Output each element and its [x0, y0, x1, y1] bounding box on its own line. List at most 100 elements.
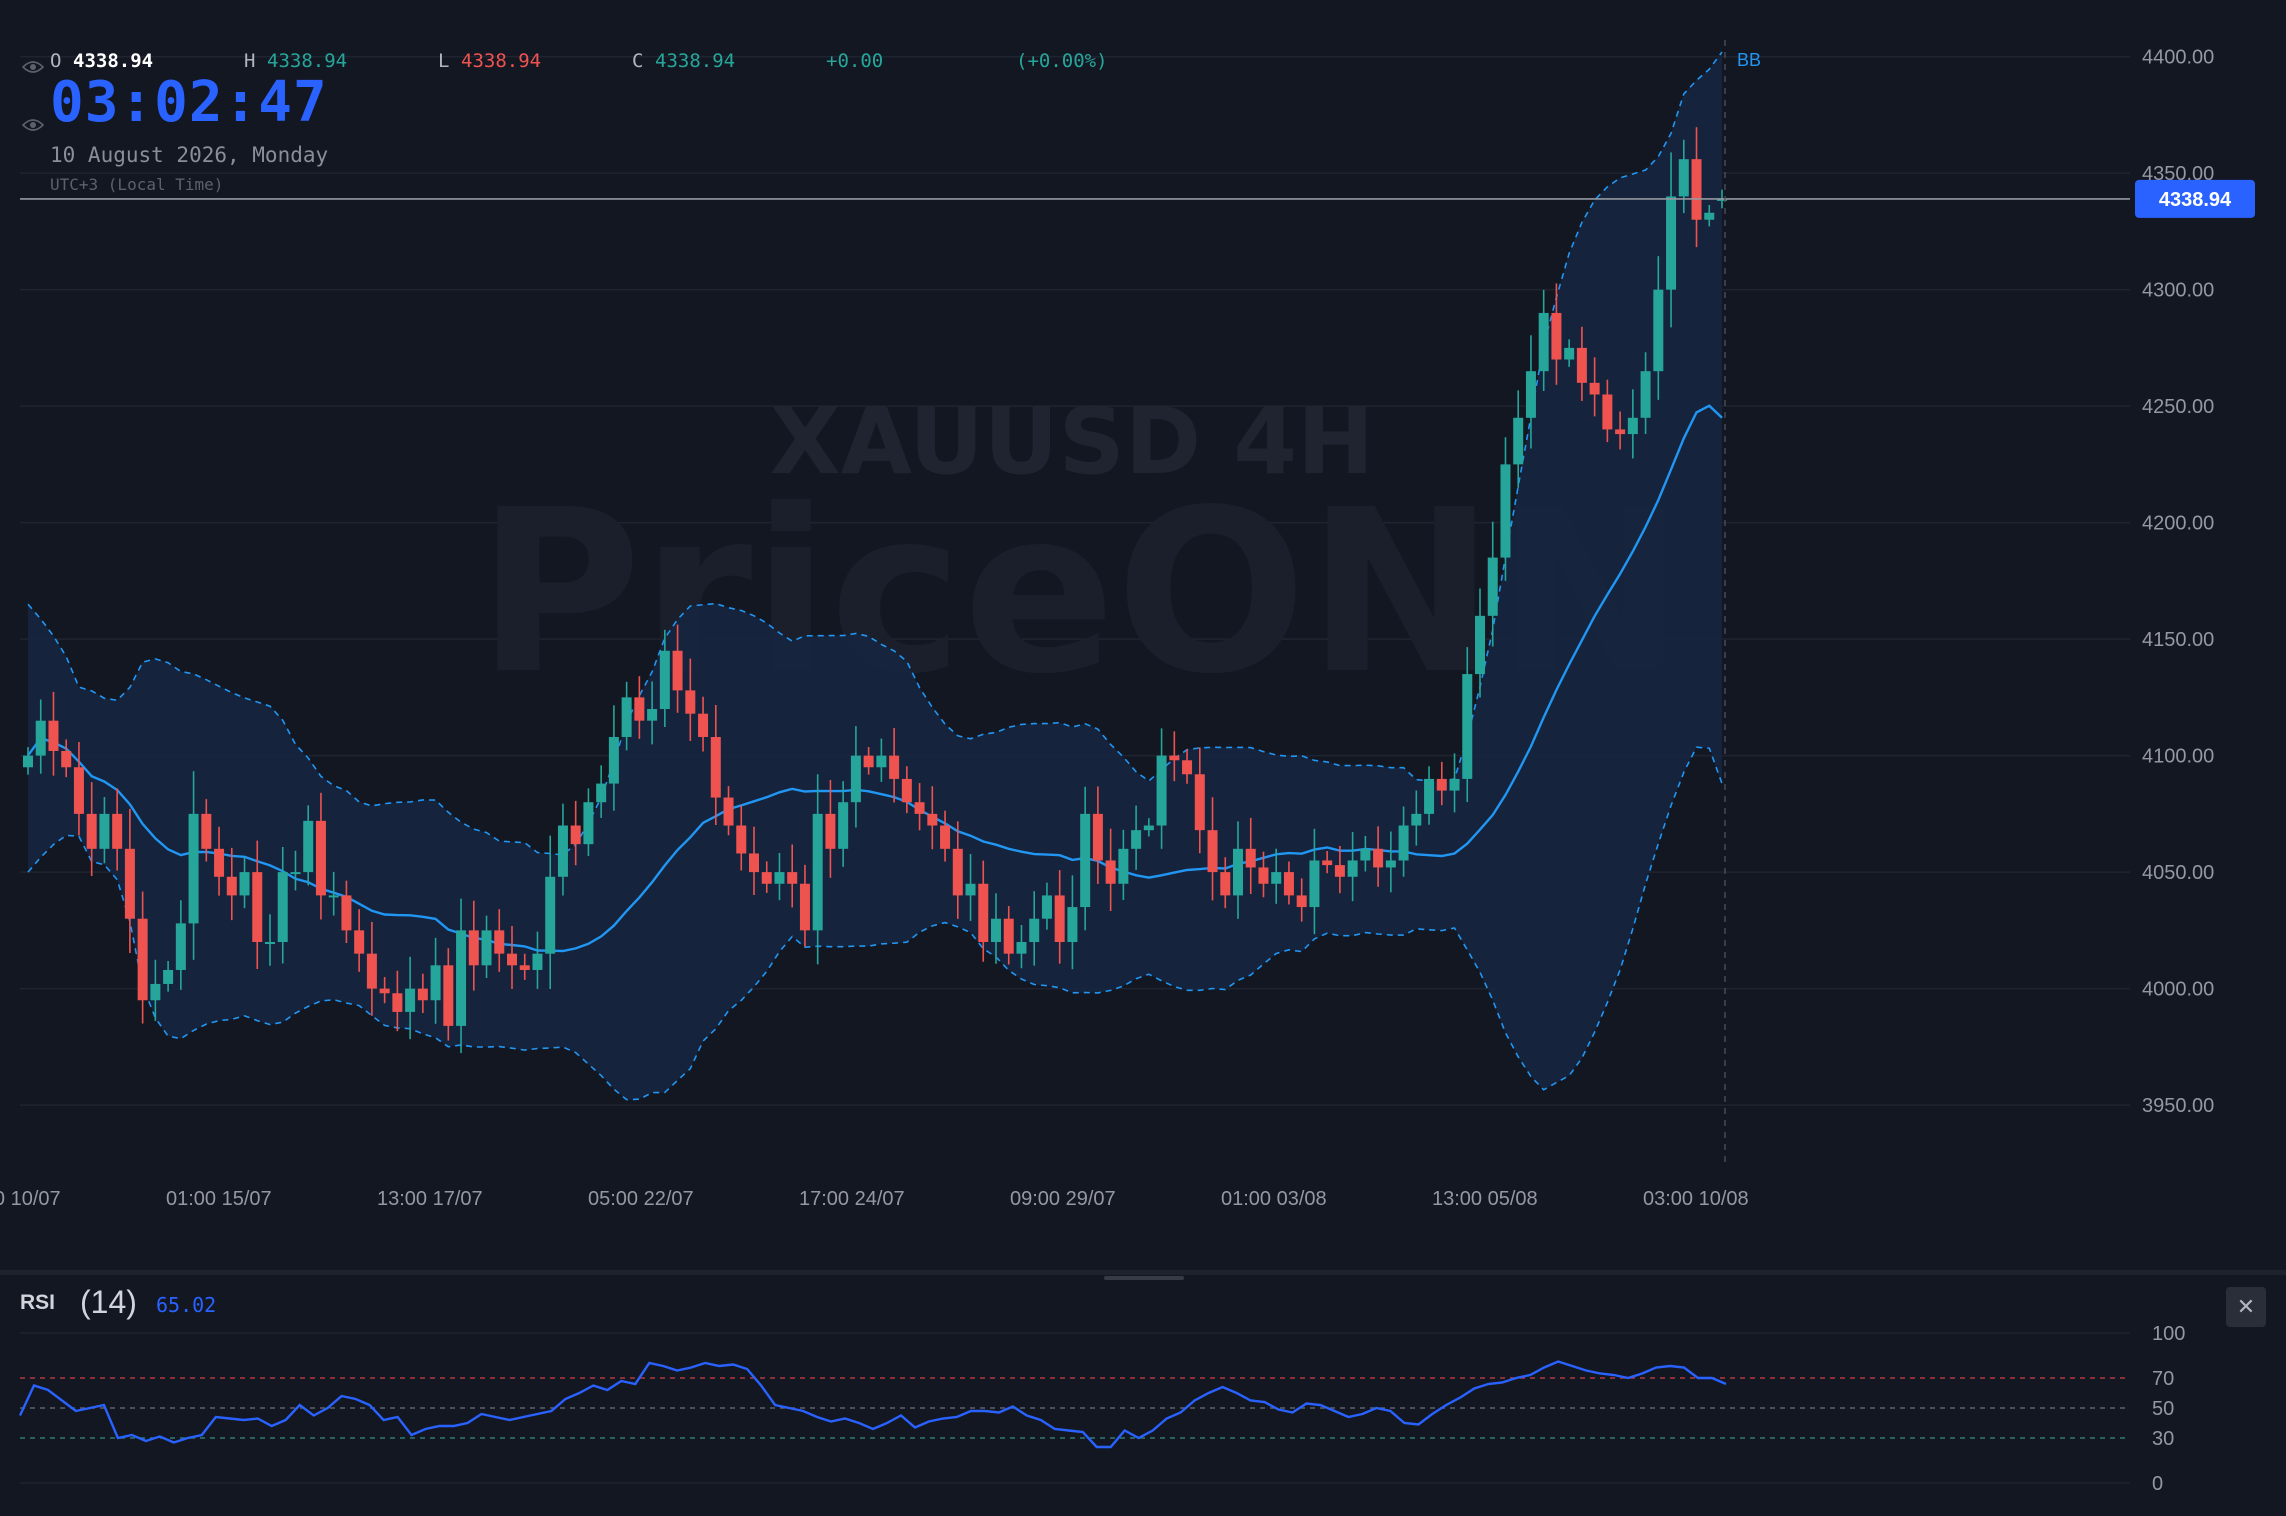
candle-body [290, 872, 301, 875]
eye-icon[interactable] [22, 118, 44, 132]
candle-body [443, 965, 454, 1026]
candle-body [1271, 872, 1282, 884]
candle-body [1309, 860, 1320, 908]
candle-body [430, 965, 441, 1001]
candle-body [1360, 848, 1371, 861]
candle-body [1717, 198, 1727, 201]
candle-body [812, 813, 823, 931]
rsi-scale-label: 30 [2152, 1428, 2174, 1450]
rsi-scale-label: 0 [2152, 1473, 2163, 1495]
candle-body [659, 650, 670, 710]
candle-body [1525, 371, 1536, 418]
candle-body [1691, 159, 1702, 220]
candle-body [1156, 755, 1167, 826]
clock-timezone: UTC+3 (Local Time) [50, 175, 224, 194]
candle-body [557, 825, 568, 877]
rsi-scale-label: 70 [2152, 1368, 2174, 1390]
candle-body [799, 883, 810, 931]
candle-body [723, 797, 734, 826]
candle-body [545, 876, 556, 954]
candle-body [494, 930, 505, 954]
candle-body [825, 813, 836, 849]
watermark-symbol: XAUUSD 4H [770, 388, 1374, 495]
y-axis-label: 4300.00 [2142, 280, 2214, 302]
candle-body [1475, 615, 1485, 675]
candle-body [315, 820, 326, 896]
candle-body [1041, 895, 1052, 919]
candle-body [1602, 394, 1613, 430]
candle-body [1220, 872, 1231, 896]
candle-body [1551, 312, 1562, 360]
candle-body [1424, 778, 1435, 814]
candle-body [978, 883, 989, 943]
candle-body [23, 755, 33, 768]
pane-splitter-grip[interactable] [1104, 1276, 1184, 1280]
candle-body [48, 720, 59, 751]
pane-splitter[interactable] [0, 1270, 2286, 1275]
candle-body [214, 848, 225, 877]
rsi-chart[interactable]: 100 70 50 30 0 [0, 1275, 2286, 1516]
clock-date: 10 August 2026, Monday [50, 143, 329, 167]
y-axis-label: 4250.00 [2142, 396, 2214, 418]
eye-icon[interactable] [22, 60, 44, 74]
y-axis-label: 4350.00 [2142, 163, 2214, 185]
price-tag-label: 4338.94 [2159, 189, 2232, 211]
candle-body [417, 988, 428, 1001]
ohlc-open-value: 4338.94 [73, 50, 154, 72]
candle-body [86, 813, 97, 849]
rsi-scale-label: 50 [2152, 1398, 2174, 1420]
candle-body [927, 813, 938, 826]
ohlc-close-label: C [632, 50, 644, 72]
candle-body [73, 767, 84, 814]
candle-body [405, 988, 416, 1012]
candle-body [1462, 674, 1473, 779]
candle-body [1704, 212, 1715, 220]
candle-body [328, 895, 339, 898]
candle-body [35, 720, 46, 756]
x-axis-label: 09:00 29/07 [1010, 1188, 1116, 1210]
candle-body [1003, 918, 1014, 954]
bb-lower-line [27, 746, 1723, 1101]
price-tag: 4338.94 [2135, 179, 2255, 218]
candle-body [889, 755, 900, 779]
candle-body [150, 983, 161, 1001]
bb-basis-line [27, 404, 1723, 953]
candle-body [1373, 848, 1384, 868]
candle-body [226, 876, 237, 896]
candle-body [1564, 347, 1575, 360]
candle-body [366, 953, 377, 989]
rsi-name: RSI [20, 1291, 56, 1314]
close-icon[interactable]: ✕ [2226, 1287, 2266, 1327]
bb-label: BB [1737, 50, 1761, 70]
y-axis-label: 4000.00 [2142, 979, 2214, 1001]
candle-body [774, 872, 785, 884]
x-axis-label: 01:00 03/08 [1221, 1188, 1327, 1210]
candle-body [99, 813, 110, 849]
candle-body [1334, 865, 1345, 877]
candle-body [1182, 760, 1193, 775]
candle-body [1118, 848, 1129, 884]
candle-body [303, 820, 314, 873]
candle-body [468, 930, 479, 966]
candle-body [621, 697, 632, 737]
ohlc-low-label: L [438, 50, 450, 72]
ohlc-high-label: H [244, 50, 256, 72]
bb-fill [28, 52, 1722, 1100]
x-axis-label: 03:00 10/08 [1643, 1188, 1749, 1210]
candle-body [175, 923, 186, 970]
candle-body [1233, 848, 1243, 896]
candle-body [1347, 860, 1358, 877]
ohlc-low-value: 4338.94 [461, 50, 542, 72]
y-axis-label: 4200.00 [2142, 513, 2214, 535]
x-axis-label: 13:00 17/07 [377, 1188, 483, 1210]
candle-body [838, 802, 849, 849]
candle-body [1640, 371, 1651, 418]
candle-body [672, 650, 683, 691]
candle-body [137, 918, 148, 1001]
candle-body [519, 965, 530, 970]
candle-body [252, 872, 263, 943]
x-axis-label: 01:00 15/07 [166, 1188, 272, 1210]
candle-body [124, 848, 135, 919]
candle-body [1207, 830, 1218, 873]
